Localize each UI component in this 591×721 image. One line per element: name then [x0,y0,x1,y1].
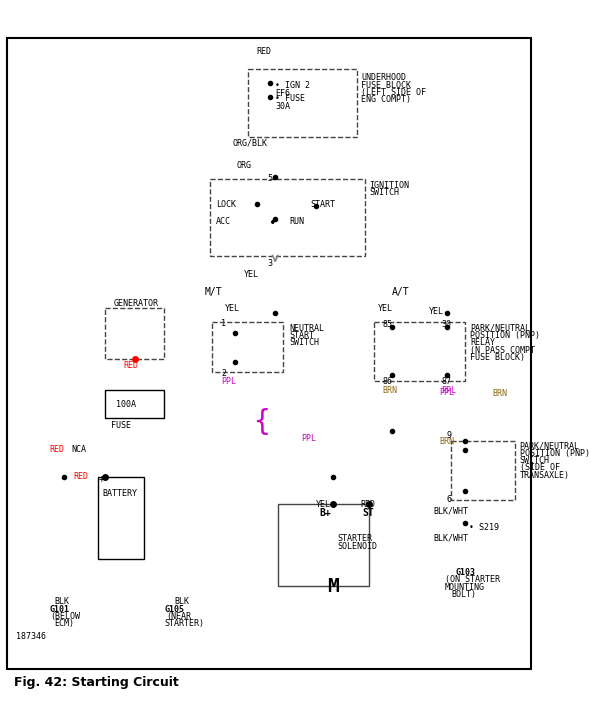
Text: 86: 86 [383,377,393,386]
Text: (LEFT SIDE OF: (LEFT SIDE OF [361,88,426,97]
Text: BLK/WHT: BLK/WHT [433,534,468,542]
Text: (ON STARTER: (ON STARTER [445,575,500,585]
Text: 85: 85 [383,320,393,329]
Bar [451,441,515,500]
Text: UNDERHOOD: UNDERHOOD [361,74,406,82]
Text: ECM): ECM) [55,619,74,628]
Text: 2: 2 [222,369,226,379]
Text: BLK: BLK [175,597,190,606]
Text: PPL: PPL [301,434,316,443]
Text: RED: RED [123,361,138,371]
Bar [248,68,358,137]
Text: START: START [290,331,315,340]
Text: EF6: EF6 [275,89,290,98]
Text: A/T: A/T [392,288,410,298]
Text: FUSE: FUSE [111,420,131,430]
Text: SWITCH: SWITCH [519,456,550,465]
Text: • IGN 2: • IGN 2 [275,81,310,89]
Text: 5: 5 [267,174,272,182]
Text: RED: RED [360,500,375,509]
Text: NCA: NCA [71,445,86,454]
Bar [374,322,465,381]
Text: IGNITION: IGNITION [369,181,409,190]
Text: 30: 30 [441,320,451,329]
Text: M: M [327,577,339,596]
Text: B+: B+ [319,508,331,518]
Text: MOUNTING: MOUNTING [445,583,485,592]
Text: PPL: PPL [222,377,236,386]
Text: 30A: 30A [275,102,290,112]
Text: BLK: BLK [54,597,70,606]
Bar [99,477,144,559]
Text: +: + [99,474,104,485]
Text: PARK/NEUTRAL: PARK/NEUTRAL [519,441,580,451]
Text: FUSE BLOCK: FUSE BLOCK [361,81,411,89]
Text: G101: G101 [49,605,69,614]
Bar [105,391,164,417]
Text: STARTER: STARTER [337,534,372,544]
Bar [105,309,164,358]
Text: ORG/BLK: ORG/BLK [232,139,267,148]
Text: ACC: ACC [216,217,231,226]
Text: TRANSAXLE): TRANSAXLE) [519,471,570,479]
Text: ORG: ORG [237,161,252,169]
Text: G105: G105 [165,605,185,614]
Text: BOLT): BOLT) [451,590,476,599]
Text: BRN: BRN [492,389,507,397]
Text: GENERATOR: GENERATOR [114,299,159,309]
Text: YEL: YEL [428,306,443,316]
Text: SWITCH: SWITCH [369,188,399,197]
Text: • S219: • S219 [469,523,499,531]
Text: {: { [254,408,270,436]
Text: 3: 3 [267,260,272,268]
Text: RED: RED [49,445,64,454]
Bar [278,505,369,586]
Text: 100A: 100A [116,399,136,409]
Text: BATTERY: BATTERY [102,489,137,498]
Text: SWITCH: SWITCH [290,338,320,348]
Text: BRN: BRN [439,437,454,446]
Text: STARTER): STARTER) [164,619,204,628]
Bar [212,322,284,372]
Text: YEL: YEL [243,270,258,279]
Text: RED: RED [73,472,88,481]
Text: PARK/NEUTRAL: PARK/NEUTRAL [470,324,530,333]
Text: YEL: YEL [225,304,240,313]
Text: 1: 1 [222,319,226,328]
Text: LOCK: LOCK [216,200,236,209]
Text: 187346: 187346 [17,632,47,641]
Text: (NEAR: (NEAR [166,612,191,621]
Text: POSITION (PNP): POSITION (PNP) [519,448,589,458]
Text: (N PASS COMPT: (N PASS COMPT [470,346,535,355]
Text: FUSE BLOCK): FUSE BLOCK) [470,353,525,362]
Text: G103: G103 [456,568,476,578]
Text: • FUSE: • FUSE [275,94,305,103]
Text: YEL: YEL [316,500,332,509]
Text: RED: RED [257,47,272,56]
Text: START: START [310,200,335,209]
Text: RUN: RUN [290,217,305,226]
Text: •: • [269,217,277,230]
Bar [210,179,365,257]
Text: 6: 6 [447,495,452,504]
Text: 9: 9 [447,431,452,441]
Text: (SIDE OF: (SIDE OF [519,464,560,472]
Text: YEL: YEL [378,304,393,313]
Text: NEUTRAL: NEUTRAL [290,324,325,333]
Text: 87: 87 [441,377,451,386]
Text: POSITION (PNP): POSITION (PNP) [470,331,540,340]
Text: ST: ST [363,508,375,518]
Text: RELAY: RELAY [470,338,495,348]
Text: BRN: BRN [383,386,398,395]
Text: Fig. 42: Starting Circuit: Fig. 42: Starting Circuit [14,676,178,689]
Text: M/T: M/T [205,288,223,298]
Text: SOLENOID: SOLENOID [337,541,377,551]
Text: (BELOW: (BELOW [50,612,80,621]
Text: PPL: PPL [439,388,454,397]
Text: BLK/WHT: BLK/WHT [433,506,468,516]
Text: PPL: PPL [441,386,456,395]
Text: ENG COMPT): ENG COMPT) [361,95,411,104]
